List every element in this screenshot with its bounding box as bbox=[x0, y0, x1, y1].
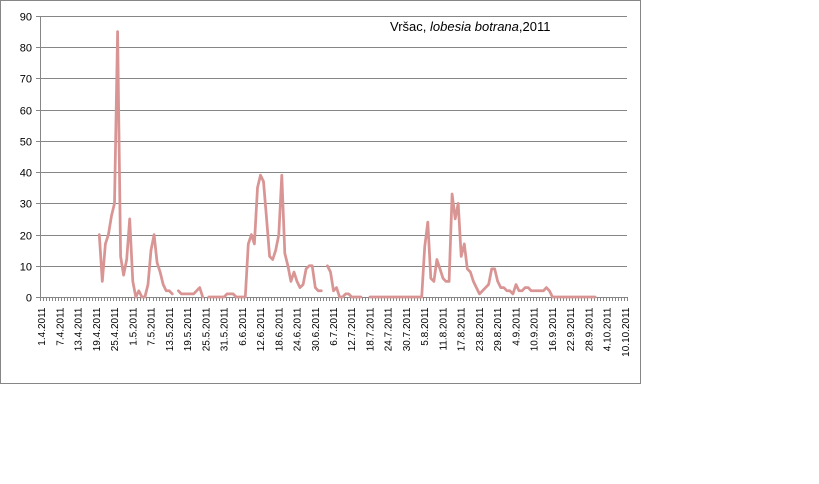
x-tick-label: 16.9.2011 bbox=[548, 307, 559, 351]
x-tick-label: 7.4.2011 bbox=[55, 307, 66, 346]
y-tick-label: 90 bbox=[20, 12, 32, 24]
y-tick-label: 80 bbox=[20, 43, 32, 55]
x-tick-label: 11.8.2011 bbox=[438, 307, 449, 350]
y-tick-label: 50 bbox=[20, 137, 32, 149]
chart-title: Vršac, lobesia botrana,2011 bbox=[390, 19, 550, 34]
series-line bbox=[207, 173, 323, 299]
y-tick-label: 60 bbox=[20, 106, 32, 118]
x-tick-label: 10.10.2011 bbox=[621, 307, 632, 357]
series-line bbox=[177, 286, 205, 299]
x-tick-label: 10.9.2011 bbox=[530, 307, 541, 351]
x-tick-label: 6.7.2011 bbox=[329, 307, 340, 346]
x-tick-label: 12.6.2011 bbox=[256, 307, 267, 351]
y-tick-label: 20 bbox=[20, 231, 32, 243]
x-tick-label: 30.6.2011 bbox=[311, 307, 322, 351]
x-tick-label: 19.5.2011 bbox=[183, 307, 194, 351]
x-tick-label: 24.6.2011 bbox=[293, 307, 304, 351]
x-tick-label: 19.4.2011 bbox=[92, 307, 103, 351]
y-tick-label: 10 bbox=[20, 262, 32, 274]
x-tick-label: 31.5.2011 bbox=[220, 307, 231, 351]
chart-title-species: lobesia botrana bbox=[429, 19, 519, 34]
chart-title-location: Vršac, bbox=[390, 19, 430, 34]
x-tick-label: 28.9.2011 bbox=[584, 307, 595, 351]
series-line bbox=[368, 192, 597, 299]
series-line bbox=[326, 264, 363, 299]
x-tick-label: 5.8.2011 bbox=[420, 307, 431, 346]
x-tick-label: 22.9.2011 bbox=[566, 307, 577, 351]
y-tick-label: 70 bbox=[20, 74, 32, 86]
chart-area bbox=[0, 0, 641, 384]
x-tick-label: 1.4.2011 bbox=[37, 307, 48, 346]
x-tick-label: 13.5.2011 bbox=[165, 307, 176, 351]
y-tick-label: 30 bbox=[20, 199, 32, 211]
y-tick-label: 0 bbox=[26, 293, 32, 305]
x-tick-label: 7.5.2011 bbox=[147, 307, 158, 346]
x-tick-label: 25.4.2011 bbox=[110, 307, 121, 351]
x-tick-label: 13.4.2011 bbox=[74, 307, 85, 351]
x-tick-label: 17.8.2011 bbox=[457, 307, 468, 351]
series-line bbox=[97, 30, 174, 299]
x-tick-label: 18.7.2011 bbox=[365, 307, 376, 351]
x-tick-label: 24.7.2011 bbox=[384, 307, 395, 351]
x-tick-label: 4.10.2011 bbox=[603, 307, 614, 351]
x-tick-label: 1.5.2011 bbox=[128, 307, 139, 346]
x-tick-label: 23.8.2011 bbox=[475, 307, 486, 351]
x-tick-label: 25.5.2011 bbox=[201, 307, 212, 351]
x-tick-label: 29.8.2011 bbox=[493, 307, 504, 351]
x-tick-label: 12.7.2011 bbox=[347, 307, 358, 351]
x-tick-label: 30.7.2011 bbox=[402, 307, 413, 351]
chart-title-year: ,2011 bbox=[518, 19, 551, 34]
y-tick-label: 40 bbox=[20, 168, 32, 180]
x-tick-label: 18.6.2011 bbox=[274, 307, 285, 351]
x-tick-label: 4.9.2011 bbox=[511, 307, 522, 346]
x-tick-label: 6.6.2011 bbox=[238, 307, 249, 346]
